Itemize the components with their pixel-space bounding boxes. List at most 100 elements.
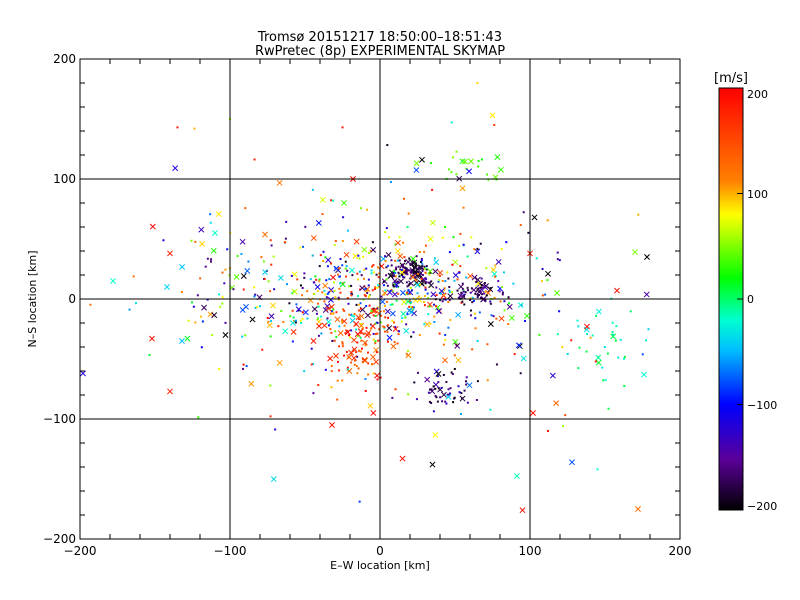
data-point-dot <box>462 206 465 209</box>
data-point-dot <box>418 251 421 254</box>
y-axis-label: N–S location [km] <box>26 250 39 347</box>
data-point-dot <box>379 321 382 324</box>
data-point-cross <box>474 276 481 283</box>
data-point-dot <box>423 265 426 268</box>
data-point-dot <box>296 278 299 281</box>
data-point-cross <box>432 432 439 438</box>
data-point-dot <box>420 257 423 260</box>
data-point-cross <box>643 291 650 298</box>
data-point-cross <box>455 311 462 318</box>
data-point-dot <box>358 257 361 260</box>
data-point-dot <box>418 265 421 268</box>
data-point-dot <box>344 260 347 263</box>
data-point-dot <box>330 310 333 313</box>
data-point-dot <box>508 302 511 305</box>
data-point-dot <box>462 290 465 293</box>
data-point-cross <box>482 284 489 291</box>
data-point-dot <box>370 272 373 275</box>
data-point-dot <box>471 348 474 351</box>
data-point-dot <box>409 264 412 267</box>
data-point-dot <box>469 298 472 301</box>
data-point-dot <box>392 271 395 274</box>
data-point-dot <box>341 342 344 345</box>
data-point-dot <box>370 269 373 272</box>
data-point-dot <box>301 317 304 320</box>
data-point-dot <box>341 126 344 129</box>
data-point-dot <box>493 296 496 299</box>
data-point-dot <box>376 332 379 335</box>
data-point-dot <box>365 305 368 308</box>
data-point-dot <box>456 278 459 281</box>
data-point-dot <box>395 268 398 271</box>
data-point-cross <box>545 270 551 277</box>
data-point-dot <box>128 308 131 311</box>
data-point-dot <box>647 328 650 331</box>
data-point-cross <box>437 269 444 276</box>
data-point-dot <box>412 331 415 334</box>
data-point-dot <box>538 333 541 336</box>
data-point-dot <box>406 313 409 316</box>
data-point-dot <box>338 345 341 348</box>
data-point-dot <box>353 359 356 362</box>
data-point-dot <box>218 368 221 371</box>
data-point-dot <box>446 393 449 396</box>
data-point-dot <box>483 282 486 285</box>
data-point-dot <box>374 314 377 317</box>
data-point-dot <box>384 260 387 263</box>
data-point-dot <box>437 381 440 384</box>
data-point-dot <box>224 321 227 324</box>
data-point-cross <box>357 328 364 335</box>
data-point-dot <box>315 278 318 281</box>
data-point-cross <box>184 335 191 342</box>
data-point-dot <box>427 391 430 394</box>
data-point-dot <box>346 269 349 272</box>
data-point-dot <box>444 338 447 341</box>
data-point-dot <box>374 342 377 345</box>
data-point-dot <box>577 367 580 370</box>
data-point-dot <box>210 258 213 261</box>
data-point-dot <box>402 263 405 266</box>
data-point-dot <box>453 367 456 370</box>
data-point-dot <box>326 292 329 295</box>
data-point-dot <box>301 294 304 297</box>
data-point-dot <box>458 244 461 247</box>
data-point-dot <box>447 326 450 329</box>
data-point-cross <box>530 410 536 416</box>
data-point-dot <box>322 259 325 262</box>
data-point-dot <box>402 266 405 269</box>
data-point-dot <box>470 287 473 290</box>
data-point-dot <box>501 293 504 296</box>
data-point-dot <box>323 289 326 292</box>
data-point-cross <box>452 272 459 279</box>
data-point-dot <box>475 399 478 402</box>
data-point-dot <box>364 287 367 290</box>
data-point-dot <box>209 213 212 216</box>
data-point-cross <box>495 258 502 265</box>
data-point-dot <box>435 286 438 289</box>
data-point-dot <box>444 400 447 403</box>
data-point-dot <box>376 286 379 289</box>
data-point-cross <box>429 219 436 226</box>
data-point-dot <box>381 325 384 328</box>
data-point-dot <box>382 293 385 296</box>
data-point-dot <box>415 255 418 258</box>
data-point-dot <box>221 302 224 305</box>
data-point-dot <box>645 339 648 342</box>
colorbar-ticks <box>737 87 743 511</box>
x-tick-label: 100 <box>519 544 542 558</box>
data-point-dot <box>322 250 325 253</box>
data-point-dot <box>194 240 197 243</box>
data-point-dot <box>419 267 422 270</box>
data-point-dot <box>439 396 442 399</box>
data-point-dot <box>358 349 361 352</box>
data-point-dot <box>408 269 411 272</box>
data-point-dot <box>410 271 413 274</box>
data-point-dot <box>226 248 229 251</box>
data-point-dot <box>197 416 200 419</box>
data-point-dot <box>334 296 337 299</box>
data-point-dot <box>611 321 614 324</box>
data-point-cross <box>311 306 318 313</box>
data-point-dot <box>330 331 333 334</box>
data-point-dot <box>372 338 375 341</box>
data-point-dot <box>385 227 388 230</box>
